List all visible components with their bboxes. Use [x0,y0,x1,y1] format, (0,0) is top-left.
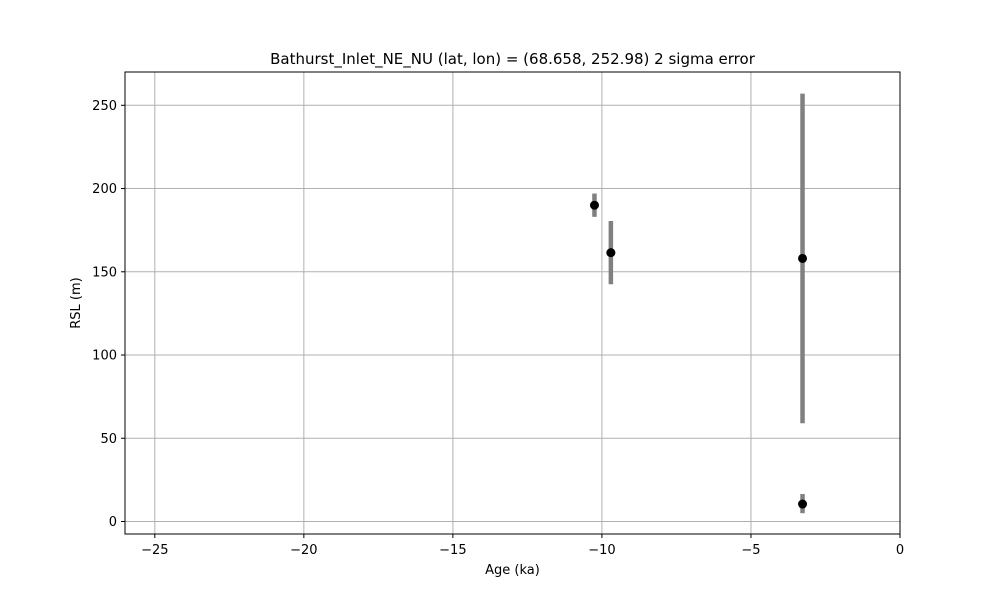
y-tick-label: 50 [100,432,117,447]
x-tick-label: −5 [741,543,760,558]
data-points [589,200,808,509]
data-point [589,200,599,210]
grid-lines [125,72,901,534]
y-tick-label: 0 [109,515,117,530]
plot-frame [124,71,901,535]
data-point [798,253,808,263]
data-point [798,499,808,509]
x-tick-label: −25 [141,543,168,558]
error-bars [592,93,805,514]
x-tick-label: −20 [290,543,317,558]
x-tick-label: −10 [588,543,615,558]
y-tick-label: 250 [92,99,117,114]
x-tick-label: 0 [896,543,904,558]
y-tick-label: 100 [92,349,117,364]
y-tick-label: 200 [92,182,117,197]
x-axis-label: Age (ka) [485,563,540,578]
data-point [606,248,616,258]
y-tick-label: 150 [92,265,117,280]
x-tick-label: −15 [439,543,466,558]
y-axis-label: RSL (m) [69,277,84,328]
axis-ticks: −25 −20 −15 −10 −5 0 0 50 100 150 200 250 [92,99,904,558]
chart-title: Bathurst_Inlet_NE_NU (lat, lon) = (68.65… [270,50,756,69]
